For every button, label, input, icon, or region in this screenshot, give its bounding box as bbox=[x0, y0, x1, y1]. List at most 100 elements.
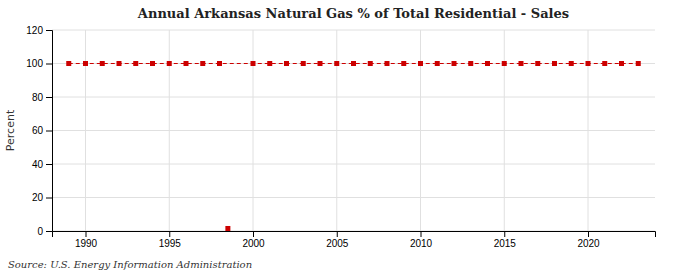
tick-mark bbox=[46, 64, 52, 65]
marker bbox=[435, 61, 440, 66]
axis-line bbox=[46, 31, 53, 232]
tick-label: 60 bbox=[32, 125, 44, 136]
grid-line bbox=[588, 30, 589, 231]
tick: 2015 bbox=[494, 231, 517, 249]
marker bbox=[602, 61, 607, 66]
grid-line bbox=[420, 30, 421, 231]
tick-mark bbox=[46, 198, 52, 199]
grid-line bbox=[253, 30, 254, 231]
marker bbox=[619, 61, 624, 66]
tick: 1990 bbox=[75, 231, 98, 249]
grid-line bbox=[52, 30, 655, 31]
marker bbox=[334, 61, 339, 66]
tick-label: 120 bbox=[26, 25, 43, 36]
marker bbox=[452, 61, 457, 66]
marker bbox=[502, 61, 507, 66]
grid-line bbox=[52, 130, 655, 131]
source: Source: U.S. Energy Information Administ… bbox=[8, 259, 252, 270]
marker bbox=[100, 61, 105, 66]
grid bbox=[52, 30, 655, 231]
tick-mark bbox=[421, 231, 422, 237]
tick-label: 2015 bbox=[494, 238, 517, 249]
tick-mark bbox=[86, 231, 87, 237]
tick-label: 2020 bbox=[577, 238, 600, 249]
tick: 2020 bbox=[577, 231, 600, 249]
marker bbox=[150, 61, 155, 66]
marker bbox=[267, 61, 272, 66]
tick-label: 80 bbox=[32, 92, 44, 103]
marker bbox=[351, 61, 356, 66]
marker bbox=[385, 61, 390, 66]
tick: 40 bbox=[32, 159, 52, 170]
grid-line bbox=[336, 30, 337, 231]
tick: 2005 bbox=[326, 231, 349, 249]
marker bbox=[66, 61, 71, 66]
tick-label: 20 bbox=[32, 192, 44, 203]
marker bbox=[133, 61, 138, 66]
chart: 1990 1995 2000 2005 2010 2015 2020 0 20 40 60 80 100… bbox=[0, 0, 675, 275]
data bbox=[66, 61, 641, 231]
marker bbox=[418, 61, 423, 66]
marker bbox=[586, 61, 591, 66]
marker bbox=[552, 61, 557, 66]
tick: 1995 bbox=[159, 231, 182, 249]
marker bbox=[569, 61, 574, 66]
y-axis-label: Percent bbox=[4, 109, 17, 151]
axis-line bbox=[53, 232, 656, 238]
marker bbox=[83, 61, 88, 66]
tick-label: 40 bbox=[32, 159, 44, 170]
grid-line bbox=[85, 30, 86, 231]
marker bbox=[184, 61, 189, 66]
tick: 60 bbox=[32, 125, 52, 136]
tick-label: 0 bbox=[37, 226, 43, 237]
series bbox=[225, 226, 230, 231]
marker bbox=[468, 61, 473, 66]
title: Annual Arkansas Natural Gas % of Total R… bbox=[137, 6, 569, 21]
tick-mark bbox=[46, 30, 52, 31]
grid-line bbox=[52, 197, 655, 198]
grid-line bbox=[169, 30, 170, 231]
tick-label: 100 bbox=[26, 58, 43, 69]
marker bbox=[535, 61, 540, 66]
tick: 120 bbox=[26, 25, 52, 36]
tick-label: 1995 bbox=[159, 238, 182, 249]
tick-mark bbox=[337, 231, 338, 237]
marker bbox=[225, 226, 230, 231]
tick-label: 1990 bbox=[75, 238, 98, 249]
tick: 80 bbox=[32, 92, 52, 103]
plot: 1990 1995 2000 2005 2010 2015 2020 0 20 40 60 80 100… bbox=[26, 25, 655, 249]
tick-label: 2010 bbox=[410, 238, 433, 249]
marker bbox=[519, 61, 524, 66]
marker bbox=[301, 61, 306, 66]
marker bbox=[251, 61, 256, 66]
tick-mark bbox=[46, 131, 52, 132]
tick: 2000 bbox=[242, 231, 265, 249]
x-axis: 1990 1995 2000 2005 2010 2015 2020 bbox=[53, 231, 656, 249]
marker bbox=[284, 61, 289, 66]
marker bbox=[485, 61, 490, 66]
grid-line bbox=[52, 164, 655, 165]
tick-mark bbox=[46, 231, 52, 232]
y-axis: 0 20 40 60 80 100 120 bbox=[26, 25, 52, 237]
tick-mark bbox=[46, 164, 52, 165]
tick-mark bbox=[169, 231, 170, 237]
marker bbox=[368, 61, 373, 66]
tick-mark bbox=[588, 231, 589, 237]
grid-line bbox=[52, 97, 655, 98]
tick: 100 bbox=[26, 58, 52, 69]
marker bbox=[200, 61, 205, 66]
marker bbox=[117, 61, 122, 66]
marker bbox=[636, 61, 641, 66]
marker bbox=[401, 61, 406, 66]
tick-mark bbox=[504, 231, 505, 237]
marker bbox=[318, 61, 323, 66]
tick-mark bbox=[253, 231, 254, 237]
tick-label: 2005 bbox=[326, 238, 349, 249]
marker bbox=[217, 61, 222, 66]
tick-mark bbox=[46, 97, 52, 98]
tick: 2010 bbox=[410, 231, 433, 249]
tick: 20 bbox=[32, 192, 52, 203]
series bbox=[66, 61, 641, 66]
marker bbox=[167, 61, 172, 66]
tick: 0 bbox=[37, 226, 52, 237]
